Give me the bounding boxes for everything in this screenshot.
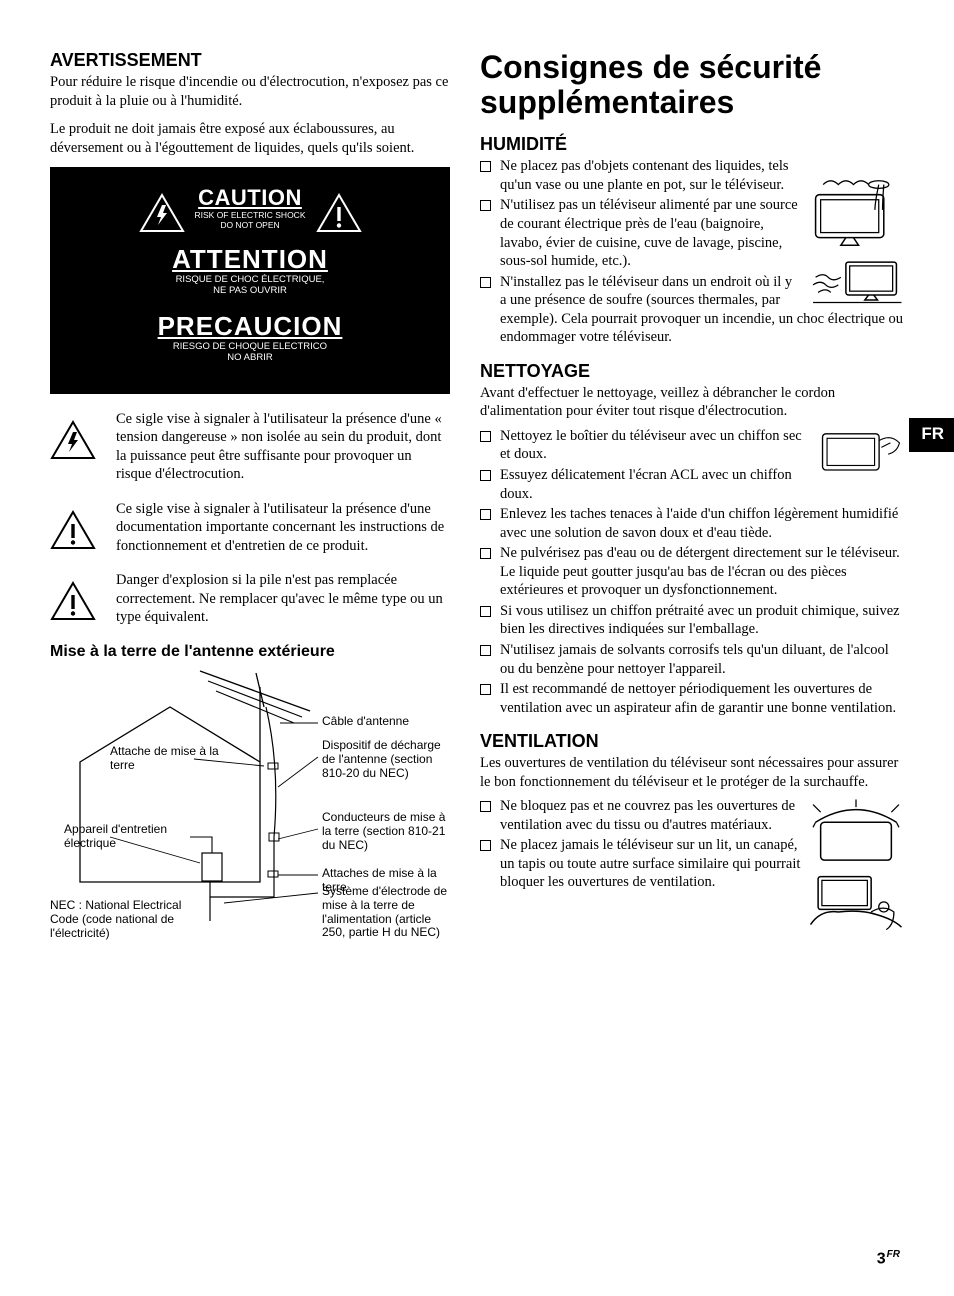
label-electrode: Système d'électrode de mise à la terre d… [322,885,452,940]
list-item: Nettoyez le boîtier du téléviseur avec u… [480,427,904,464]
avertissement-p2: Le produit ne doit jamais être exposé au… [50,120,450,157]
nettoyage-intro: Avant d'effectuer le nettoyage, veillez … [480,384,904,421]
bolt-triangle-icon [139,193,185,233]
page-number: 3FR [877,1249,900,1268]
list-ventilation: Ne bloquez pas et ne couvrez pas les ouv… [480,797,904,892]
list-item: Ne placez jamais le téléviseur sur un li… [480,836,904,892]
list-item: N'utilisez pas un téléviseur alimenté pa… [480,196,904,270]
attention-sub: RISQUE DE CHOC ÉLECTRIQUE, NE PAS OUVRIR [176,275,325,297]
icon-row-battery: Danger d'explosion si la pile n'est pas … [50,571,450,627]
exclaim-triangle-icon [316,193,362,233]
list-item: Il est recommandé de nettoyer périodique… [480,680,904,717]
language-tab: FR [909,418,954,452]
label-discharge: Dispositif de décharge de l'antenne (sec… [322,739,448,780]
label-service: Appareil d'entretien électrique [64,823,184,851]
list-item: N'utilisez jamais de solvants corrosifs … [480,641,904,678]
exclaim-triangle-icon [50,500,98,555]
caution-box: CAUTION RISK OF ELECTRIC SHOCK DO NOT OP… [50,167,450,393]
icon-row-bolt-text: Ce sigle vise à signaler à l'utilisateur… [116,410,450,484]
heading-nettoyage: NETTOYAGE [480,361,904,382]
label-nec: NEC : National Electrical Code (code nat… [50,899,210,940]
list-item: Ne bloquez pas et ne couvrez pas les ouv… [480,797,904,834]
list-item: Enlevez les taches tenaces à l'aide d'un… [480,505,904,542]
icon-row-battery-text: Danger d'explosion si la pile n'est pas … [116,571,450,627]
heading-consignes: Consignes de sécurité supplémentaires [480,50,904,120]
heading-antenna: Mise à la terre de l'antenne extérieure [50,643,450,661]
icon-row-exclaim: Ce sigle vise à signaler à l'utilisateur… [50,500,450,556]
list-nettoyage: Nettoyez le boîtier du téléviseur avec u… [480,427,904,717]
list-item: N'installez pas le téléviseur dans un en… [480,273,904,347]
avertissement-p1: Pour réduire le risque d'incendie ou d'é… [50,73,450,110]
list-item: Ne placez pas d'objets contenant des liq… [480,157,904,194]
list-humidite: Ne placez pas d'objets contenant des liq… [480,157,904,346]
list-item: Essuyez délicatement l'écran ACL avec un… [480,466,904,503]
heading-humidite: HUMIDITÉ [480,134,904,155]
label-conductors: Conducteurs de mise à la terre (section … [322,811,448,852]
list-item: Ne pulvérisez pas d'eau ou de détergent … [480,544,904,600]
label-attache: Attache de mise à la terre [110,745,230,773]
icon-row-exclaim-text: Ce sigle vise à signaler à l'utilisateur… [116,500,450,556]
ventilation-intro: Les ouvertures de ventilation du télévis… [480,754,904,791]
bolt-triangle-icon [50,410,98,465]
label-cable: Câble d'antenne [322,715,442,729]
list-item: Si vous utilisez un chiffon prétraité av… [480,602,904,639]
attention-title: ATTENTION [172,244,328,275]
caution-title: CAUTION [195,185,306,211]
antenna-diagram: Câble d'antenne Attache de mise à la ter… [50,667,450,967]
exclaim-triangle-icon [50,571,98,626]
heading-avertissement: AVERTISSEMENT [50,50,450,71]
heading-ventilation: VENTILATION [480,731,904,752]
caution-sub: RISK OF ELECTRIC SHOCK DO NOT OPEN [195,211,306,230]
precaucion-sub: RIESGO DE CHOQUE ELECTRICO NO ABRIR [173,342,327,364]
precaucion-title: PRECAUCION [158,311,343,342]
icon-row-bolt: Ce sigle vise à signaler à l'utilisateur… [50,410,450,484]
